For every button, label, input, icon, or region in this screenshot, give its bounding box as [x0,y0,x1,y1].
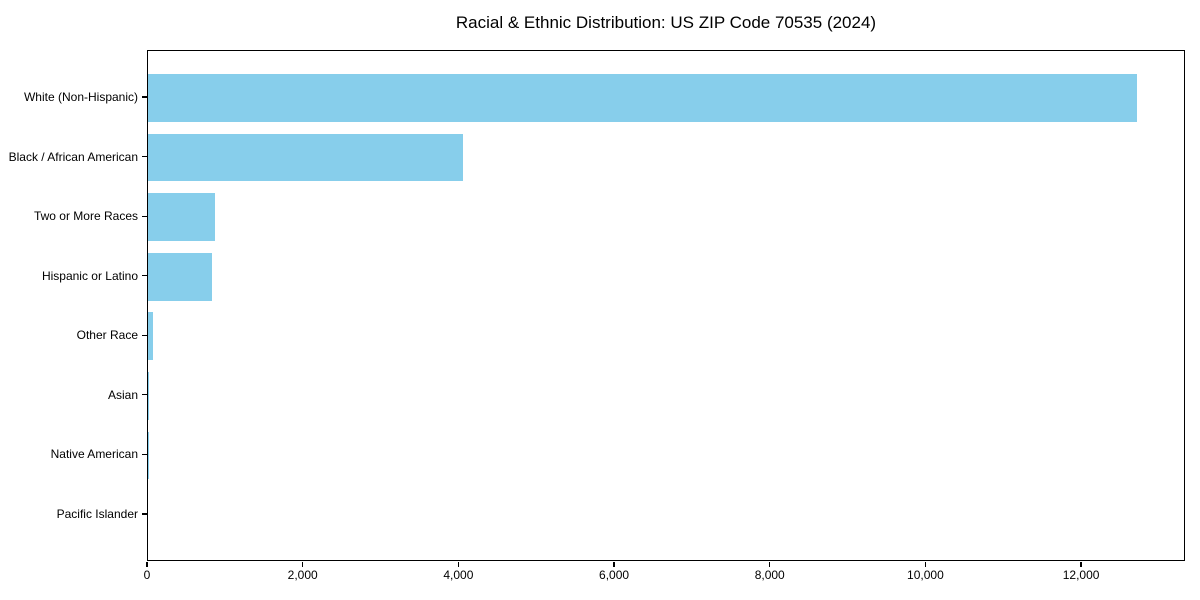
x-tick-label: 4,000 [443,568,474,582]
y-tick-mark [142,215,147,217]
x-tick-mark [924,562,926,567]
bar-two-or-more-races [148,193,215,241]
y-tick-label: White (Non-Hispanic) [23,90,138,105]
x-tick-label: 0 [143,568,151,582]
x-tick-mark [146,562,148,567]
y-tick-mark [142,96,147,98]
y-tick-mark [142,394,147,396]
x-tick-label: 10,000 [907,568,944,582]
y-tick-mark [142,453,147,455]
plot-area [147,50,1185,561]
x-tick-label: 2,000 [287,568,318,582]
x-tick-mark [769,562,771,567]
y-axis-labels: White (Non-Hispanic) Black / African Amer… [0,50,138,561]
x-tick-mark [457,562,459,567]
x-tick-label: 6,000 [599,568,630,582]
y-tick-label: Other Race [76,328,138,343]
y-tick-label: Native American [50,447,138,462]
y-tick-label: Hispanic or Latino [41,268,138,283]
bar-white-non-hispanic [148,74,1137,122]
y-tick-mark [142,156,147,158]
bar-asian [148,372,149,420]
x-tick-mark [302,562,304,567]
bar-hispanic-or-latino [148,252,212,301]
y-tick-mark [142,513,147,515]
y-tick-label: Two or More Races [33,209,138,224]
y-tick-label: Pacific Islander [56,506,138,521]
x-tick-label: 8,000 [754,568,785,582]
x-tick-mark [613,562,615,567]
y-tick-label: Asian [107,387,138,402]
y-tick-label: Black / African American [8,149,138,164]
x-tick-mark [1080,562,1082,567]
bar-black-african-american [148,133,464,182]
y-tick-mark [142,334,147,336]
x-tick-label: 12,000 [1062,568,1100,582]
bar-other-race [148,312,153,361]
chart-title: Racial & Ethnic Distribution: US ZIP Cod… [455,13,877,32]
y-tick-mark [142,275,147,277]
